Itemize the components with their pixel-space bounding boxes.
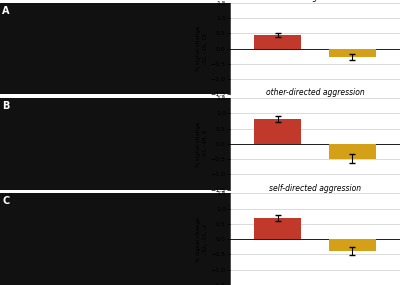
Y-axis label: % signal change
-34, -48, 8: % signal change -34, -48, 8	[196, 121, 208, 167]
Bar	[328, 49, 376, 57]
Bar	[254, 119, 302, 144]
Y-axis label: % signal change
-32, -10, 10: % signal change -32, -10, 10	[196, 26, 208, 71]
Title: other-directed aggression: other-directed aggression	[266, 88, 364, 97]
Y-axis label: % signal change
-32, -15, -2: % signal change -32, -15, -2	[196, 217, 208, 262]
Bar	[328, 144, 376, 158]
Bar	[328, 239, 376, 251]
Text: C: C	[2, 196, 10, 206]
Legend: Y-BPD, Y-HC: Y-BPD, Y-HC	[291, 104, 339, 109]
Title: self-directed aggression: self-directed aggression	[269, 184, 361, 193]
Bar	[254, 35, 302, 49]
Text: B: B	[2, 101, 10, 111]
Title: anger: anger	[304, 0, 326, 2]
Legend: Y-BPD, Y-HC: Y-BPD, Y-HC	[291, 200, 339, 205]
Bar	[254, 218, 302, 239]
Text: A: A	[2, 6, 10, 16]
